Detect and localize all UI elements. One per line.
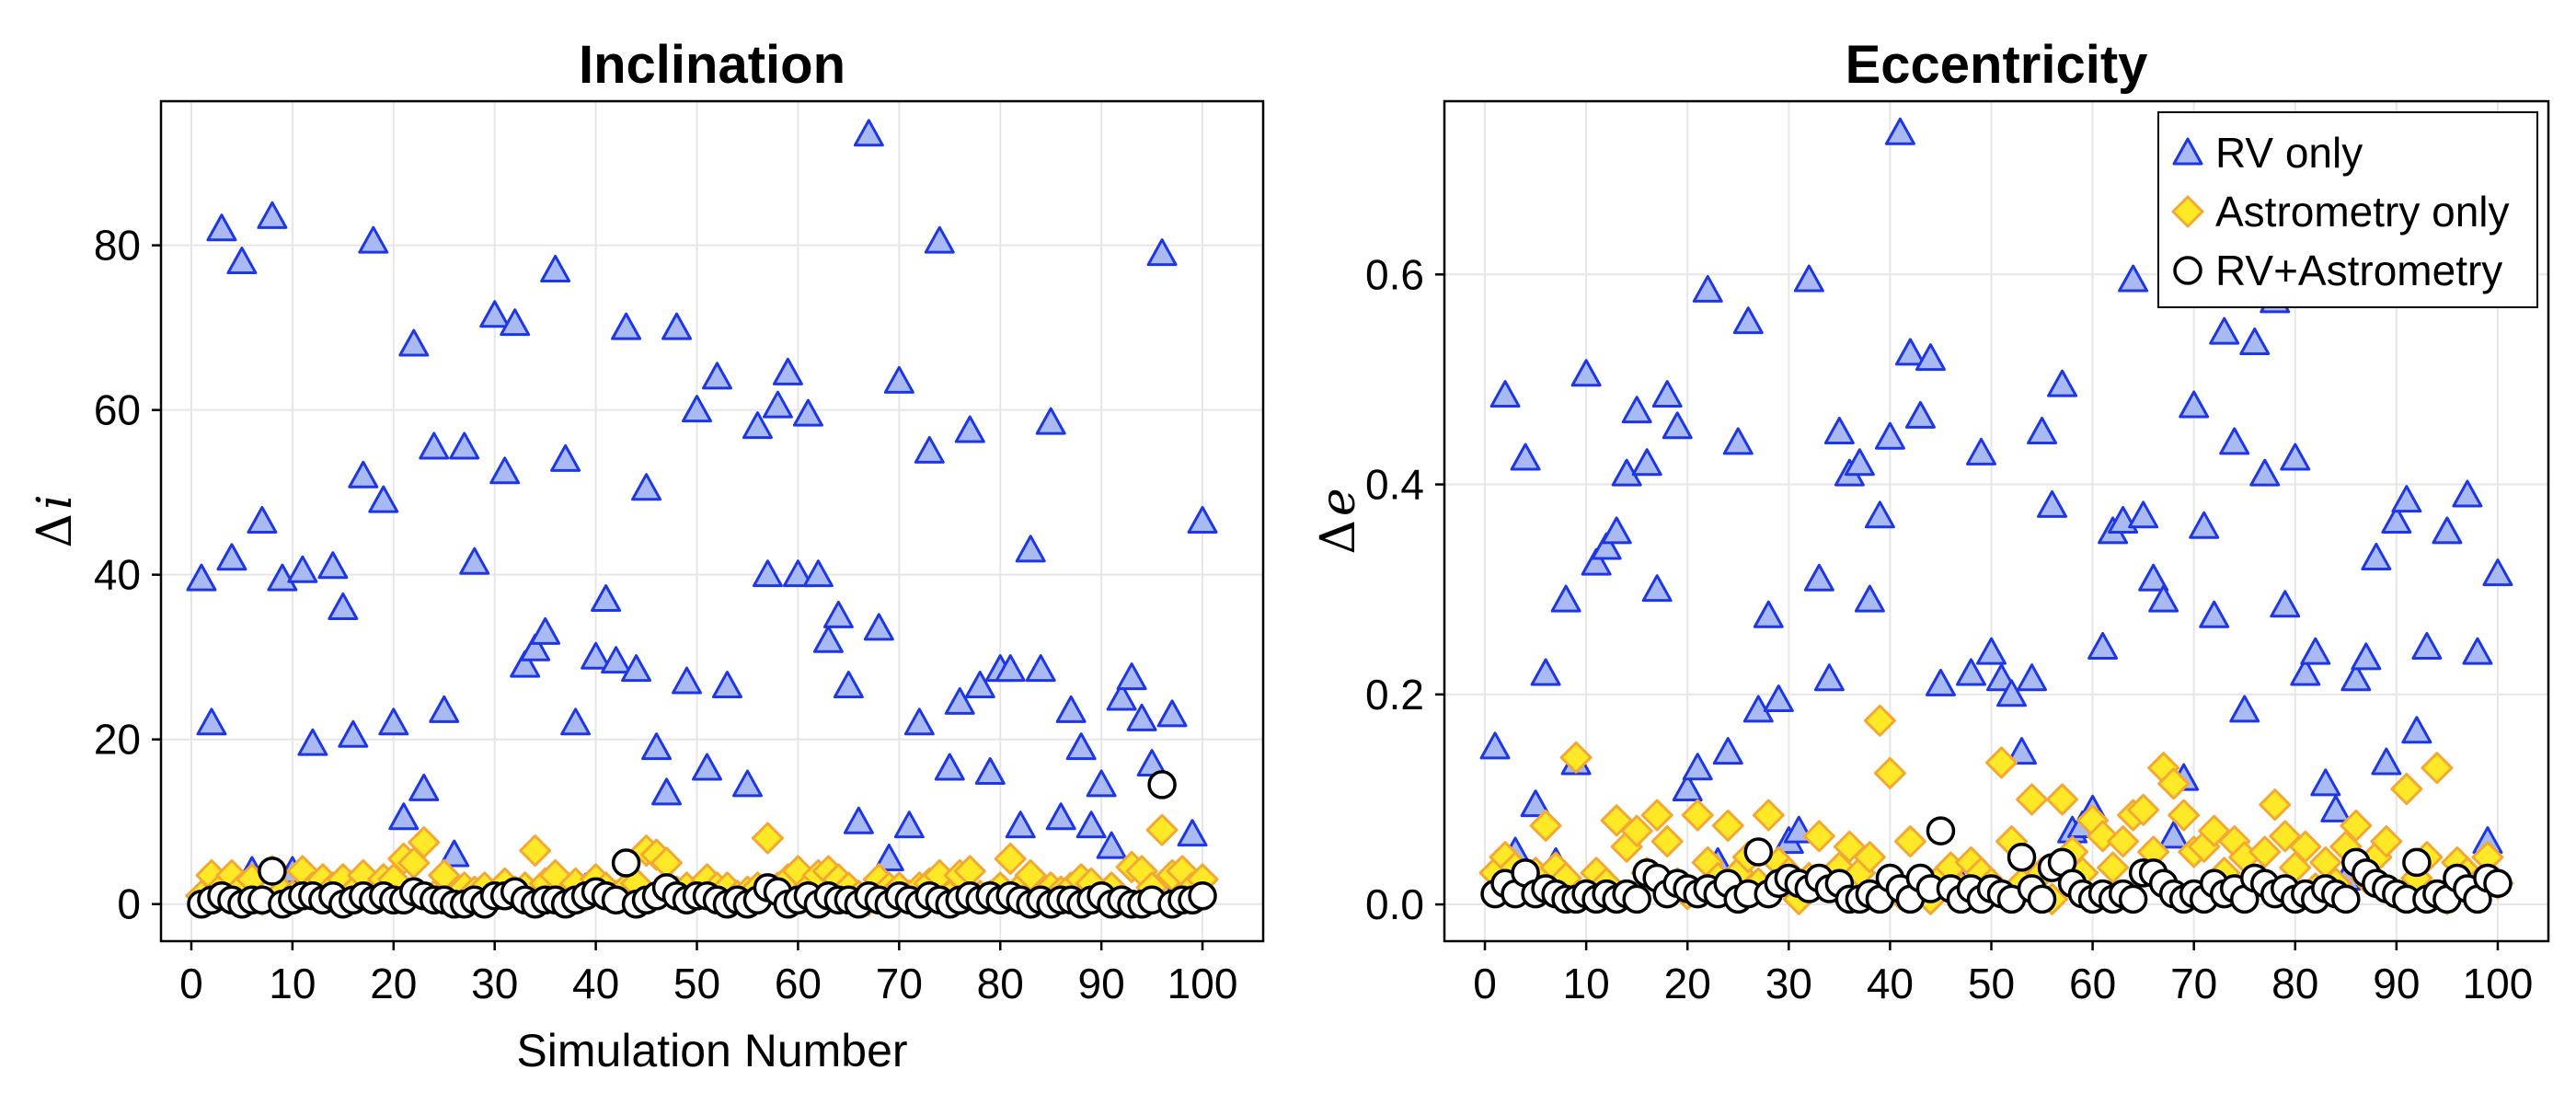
y-tick-label: 0.6	[1365, 250, 1424, 298]
legend-label: RV+Astrometry	[2215, 247, 2502, 294]
y-tick-label: 0.0	[1365, 880, 1424, 928]
x-tick-label: 100	[1167, 960, 1238, 1007]
y-axis-label-symbol: Δ	[28, 513, 83, 548]
x-tick-label: 20	[1664, 960, 1711, 1007]
x-tick-label: 100	[2463, 960, 2534, 1007]
x-tick-label: 10	[269, 960, 316, 1007]
data-point-circle	[259, 858, 285, 884]
data-point-circle	[1927, 818, 1953, 844]
x-tick-label: 30	[1765, 960, 1812, 1007]
x-tick-label: 90	[1078, 960, 1125, 1007]
x-tick-label: 40	[1867, 960, 1914, 1007]
y-tick-label: 60	[94, 386, 141, 434]
panel-inclination: 0 10 20 30 40 50 60 70 80 90 100 0 20 40 60 80 Inclinati…	[28, 35, 1263, 1076]
x-tick-label: 80	[2271, 960, 2318, 1007]
legend-label: RV only	[2215, 129, 2363, 177]
x-tick-label: 10	[1563, 960, 1610, 1007]
data-point-circle	[2485, 870, 2511, 896]
x-tick-label: 60	[2069, 960, 2116, 1007]
chart-title: Inclination	[579, 35, 845, 95]
data-point-circle	[2030, 886, 2055, 912]
data-point-circle	[1624, 886, 1650, 912]
y-tick-label: 80	[94, 222, 141, 270]
y-tick-label: 0	[117, 880, 141, 928]
panel-eccentricity: 0 10 20 30 40 50 60 70 80 90 100 0.0 0.2 0.4 0.6 Eccent…	[1311, 35, 2548, 1007]
data-point-circle	[614, 850, 639, 876]
x-tick-label: 20	[370, 960, 417, 1007]
data-point-circle	[2404, 849, 2430, 875]
y-axis-label-variable: e	[1311, 488, 1366, 516]
figure: 0 10 20 30 40 50 60 70 80 90 100020406080Inclinati…	[0, 0, 2576, 1104]
x-tick-label: 50	[673, 960, 720, 1007]
y-axis-label-symbol: Δ	[1311, 520, 1366, 555]
x-tick-label: 90	[2373, 960, 2420, 1007]
x-axis-label: Simulation Number	[516, 1025, 907, 1076]
y-tick-label: 0.4	[1365, 461, 1424, 509]
data-point-circle	[2009, 845, 2035, 870]
x-tick-label: 0	[1473, 960, 1497, 1007]
y-tick-label: 0.2	[1365, 671, 1424, 719]
data-point-circle	[2121, 886, 2146, 912]
plot-area	[161, 101, 1263, 941]
data-point-circle	[1745, 839, 1771, 865]
x-tick-label: 70	[2170, 960, 2217, 1007]
x-tick-label: 30	[471, 960, 518, 1007]
legend: RV only Astrometry only RV+Astrometry	[2158, 112, 2537, 307]
x-tick-label: 70	[876, 960, 923, 1007]
y-tick-label: 40	[94, 551, 141, 599]
legend-label: Astrometry only	[2215, 188, 2510, 236]
y-axis-label: Δi	[28, 494, 83, 547]
legend-marker-circle	[2175, 258, 2201, 283]
y-tick-label: 20	[94, 716, 141, 764]
x-tick-label: 40	[572, 960, 619, 1007]
chart-title: Eccentricity	[1846, 35, 2148, 95]
y-axis-label-variable: i	[28, 494, 83, 510]
x-tick-label: 60	[775, 960, 822, 1007]
y-axis-label: Δe	[1311, 488, 1366, 554]
x-tick-label: 50	[1968, 960, 2015, 1007]
data-point-circle	[1190, 883, 1215, 909]
data-point-circle	[1149, 772, 1175, 798]
data-point-circle	[2333, 886, 2359, 912]
x-tick-label: 80	[977, 960, 1024, 1007]
x-tick-label: 0	[179, 960, 203, 1007]
